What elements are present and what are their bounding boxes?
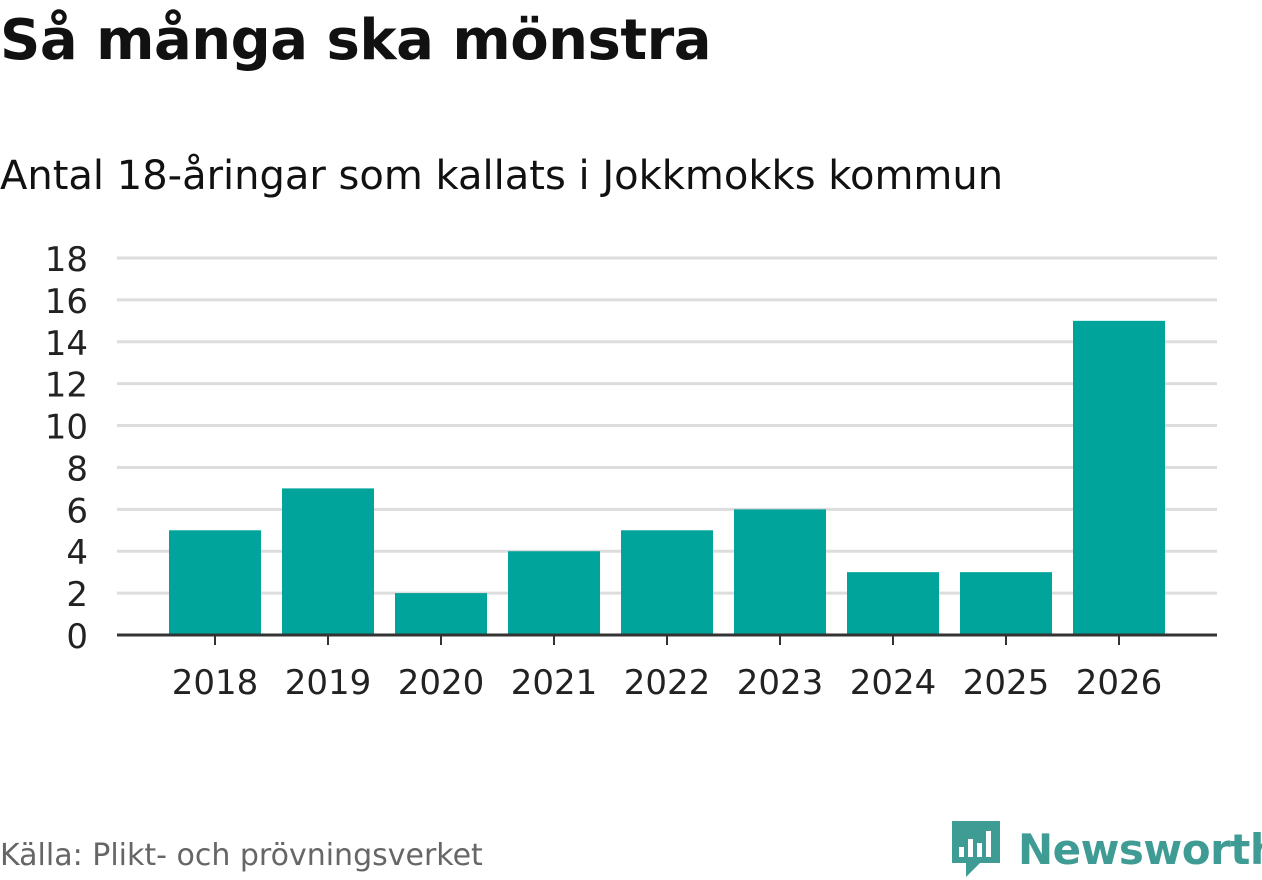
source-note: Källa: Plikt- och prövningsverket xyxy=(0,838,483,873)
x-tick-label-2026: 2026 xyxy=(1076,663,1163,703)
y-tick-label-14: 14 xyxy=(45,324,88,364)
y-tick-label-4: 4 xyxy=(66,533,88,573)
bar-2025 xyxy=(960,572,1052,635)
brand-logo: Newsworthy xyxy=(950,818,1262,880)
x-tick-label-2021: 2021 xyxy=(511,663,598,703)
y-tick-label-12: 12 xyxy=(45,366,88,406)
y-tick-label-10: 10 xyxy=(45,408,88,448)
x-tick-label-2018: 2018 xyxy=(172,663,259,703)
y-tick-label-0: 0 xyxy=(66,617,88,657)
x-tick-label-2025: 2025 xyxy=(963,663,1050,703)
x-tick-label-2022: 2022 xyxy=(624,663,711,703)
x-tick-label-2024: 2024 xyxy=(850,663,937,703)
y-tick-label-16: 16 xyxy=(45,282,88,322)
chart-title: Så många ska mönstra xyxy=(0,8,712,73)
x-tick-label-2020: 2020 xyxy=(398,663,485,703)
bar-2020 xyxy=(395,593,487,635)
bar-2019 xyxy=(282,488,374,635)
y-tick-label-6: 6 xyxy=(66,491,88,531)
y-tick-label-18: 18 xyxy=(45,240,88,280)
x-tick-label-2023: 2023 xyxy=(737,663,824,703)
bar-2026 xyxy=(1073,320,1165,635)
bar-2021 xyxy=(508,551,600,635)
x-tick-label-2019: 2019 xyxy=(285,663,372,703)
brand-name: Newsworthy xyxy=(1018,824,1262,874)
chart-subtitle: Antal 18-åringar som kallats i Jokkmokks… xyxy=(0,153,1004,199)
bars xyxy=(169,320,1165,635)
bar-2018 xyxy=(169,530,261,635)
y-tick-label-2: 2 xyxy=(66,575,88,615)
axes xyxy=(117,633,1217,645)
bar-2023 xyxy=(734,509,826,635)
bar-2024 xyxy=(847,572,939,635)
newsworthy-logo-icon xyxy=(952,821,1000,877)
y-tick-label-8: 8 xyxy=(66,449,88,489)
bar-2022 xyxy=(621,530,713,635)
